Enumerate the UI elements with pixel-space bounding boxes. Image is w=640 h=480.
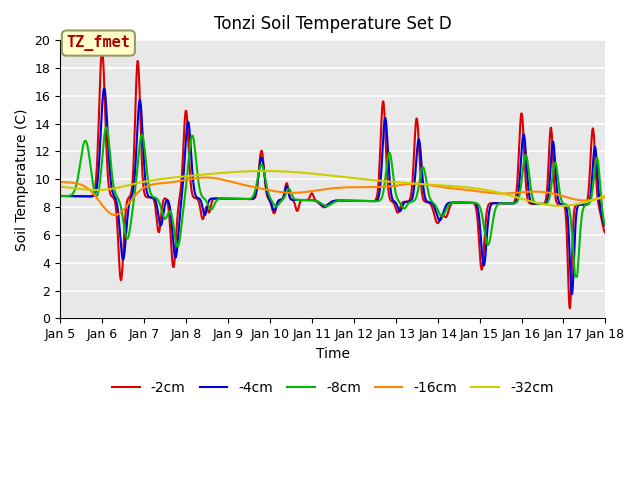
-16cm xyxy=(602,194,609,200)
-16cm xyxy=(432,183,440,189)
-4cm xyxy=(100,85,108,91)
-4cm xyxy=(568,291,576,297)
-4cm xyxy=(297,197,305,203)
-32cm xyxy=(112,185,120,191)
-8cm xyxy=(56,193,64,199)
Title: Tonzi Soil Temperature Set D: Tonzi Soil Temperature Set D xyxy=(214,15,452,33)
Line: -32cm: -32cm xyxy=(60,171,605,206)
-16cm xyxy=(492,191,500,196)
-16cm xyxy=(278,189,285,195)
-4cm xyxy=(482,247,490,252)
Text: TZ_fmet: TZ_fmet xyxy=(67,35,131,51)
-8cm xyxy=(297,197,305,203)
-16cm xyxy=(56,179,64,185)
-16cm xyxy=(298,190,305,195)
-2cm xyxy=(297,198,305,204)
-32cm xyxy=(260,168,268,174)
-32cm xyxy=(56,184,64,190)
-8cm xyxy=(277,198,285,204)
-8cm xyxy=(492,205,500,211)
-8cm xyxy=(113,192,120,198)
-8cm xyxy=(572,274,579,279)
-16cm xyxy=(202,175,210,180)
-16cm xyxy=(111,212,118,218)
-32cm xyxy=(557,203,564,209)
Line: -8cm: -8cm xyxy=(60,127,605,276)
-4cm xyxy=(277,197,285,203)
-4cm xyxy=(113,199,120,204)
-8cm xyxy=(482,236,490,242)
-2cm xyxy=(99,48,106,53)
-4cm xyxy=(602,223,609,229)
-32cm xyxy=(277,168,285,174)
-8cm xyxy=(102,124,110,130)
-2cm xyxy=(602,230,609,236)
-8cm xyxy=(431,202,439,208)
-32cm xyxy=(297,169,305,175)
X-axis label: Time: Time xyxy=(316,347,350,360)
Line: -4cm: -4cm xyxy=(60,88,605,294)
-2cm xyxy=(56,193,64,199)
-4cm xyxy=(431,206,439,212)
-32cm xyxy=(482,187,490,193)
Line: -2cm: -2cm xyxy=(60,50,605,308)
-16cm xyxy=(483,190,490,195)
-2cm xyxy=(482,217,490,223)
-32cm xyxy=(431,182,439,188)
Line: -16cm: -16cm xyxy=(60,178,605,215)
-2cm xyxy=(431,215,439,221)
-32cm xyxy=(602,193,609,199)
-16cm xyxy=(113,212,120,217)
Y-axis label: Soil Temperature (C): Soil Temperature (C) xyxy=(15,108,29,251)
-2cm xyxy=(113,210,120,216)
-8cm xyxy=(602,222,609,228)
Legend: -2cm, -4cm, -8cm, -16cm, -32cm: -2cm, -4cm, -8cm, -16cm, -32cm xyxy=(106,375,559,401)
-2cm xyxy=(492,200,500,206)
-4cm xyxy=(56,193,64,199)
-2cm xyxy=(277,197,285,203)
-4cm xyxy=(492,200,500,206)
-32cm xyxy=(492,189,500,195)
-2cm xyxy=(566,305,574,311)
